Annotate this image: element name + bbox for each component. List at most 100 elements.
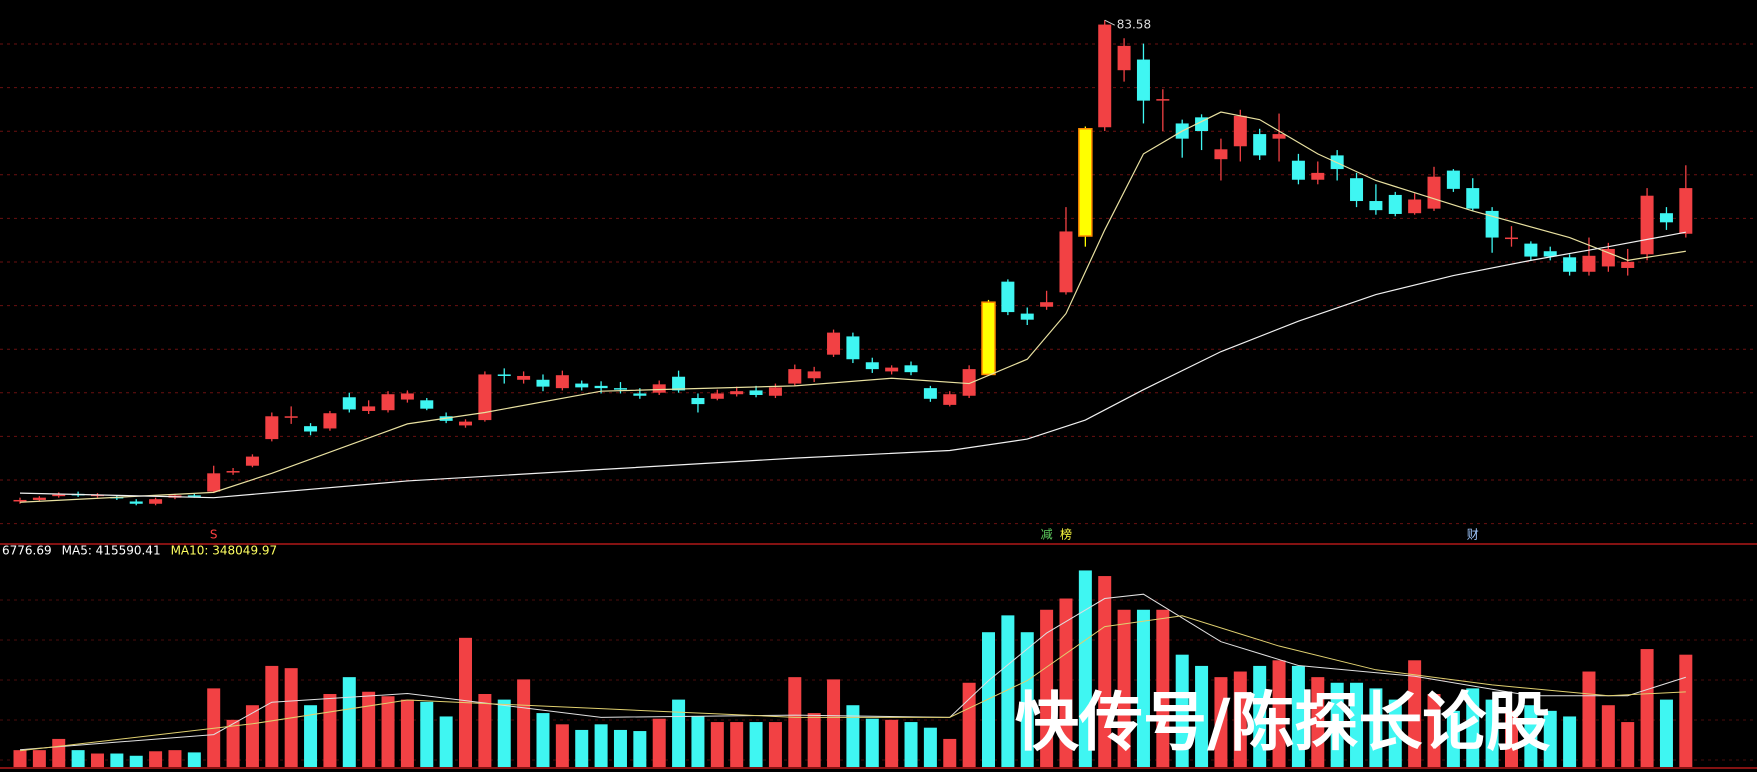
candle-body [1136, 59, 1150, 101]
volume-ma-line [19, 593, 1686, 751]
volume-bar [1195, 665, 1209, 767]
volume-bar [1485, 699, 1499, 767]
volume-bar [1446, 710, 1460, 767]
candle-body [1059, 231, 1073, 293]
candle-body [478, 374, 492, 421]
candle-body [149, 499, 163, 504]
candle-body [517, 375, 531, 380]
candle-body [1020, 313, 1034, 320]
volume-bar [1059, 598, 1073, 767]
volume-bar [594, 724, 608, 767]
candle-body [1446, 170, 1460, 189]
volume-bar [1601, 705, 1615, 767]
volume-bar [52, 738, 66, 767]
volume-bar [245, 705, 259, 767]
candle-body [1350, 178, 1364, 202]
candle-body [304, 426, 318, 432]
candle-body [32, 497, 46, 500]
volume-ma-line [19, 615, 1686, 752]
candle-body [1504, 237, 1518, 240]
volume-bar [1117, 609, 1131, 767]
ma-line [19, 111, 1686, 503]
candle-body [1582, 255, 1596, 272]
ma-line [19, 231, 1686, 499]
volume-bar [1233, 671, 1247, 767]
candle-body [943, 394, 957, 405]
candle-body [1543, 251, 1557, 257]
volume-bar [207, 688, 221, 767]
candle-body [1427, 176, 1441, 209]
volume-bar [710, 722, 724, 767]
volume-bar [1408, 660, 1422, 767]
candle-body [827, 332, 841, 355]
candle-body [52, 494, 66, 497]
volume-header: MA10: 348049.97 [171, 544, 278, 558]
volume-bar [226, 719, 240, 767]
volume-bar [865, 718, 879, 767]
volume-bar [1078, 570, 1092, 767]
volume-bar [827, 679, 841, 767]
volume-bar [439, 716, 453, 767]
candle-body [226, 471, 240, 473]
volume-bar [1040, 609, 1054, 767]
candle-body [420, 400, 434, 409]
volume-bar [885, 719, 899, 767]
candle-body [865, 362, 879, 370]
volume-bar [1214, 677, 1228, 767]
volume-bar [1311, 677, 1325, 767]
candle-body [1563, 257, 1577, 272]
annotation-pointer [1104, 19, 1115, 26]
candle-body [323, 413, 337, 429]
volume-bar [1350, 682, 1364, 767]
watermark: 快传号/陈探长论股 [1015, 687, 1550, 761]
candle-body [1621, 261, 1635, 268]
candle-body [613, 388, 627, 390]
candle-body [1272, 134, 1286, 139]
volume-bar [187, 752, 201, 767]
volume-bar [1369, 688, 1383, 767]
max-annotation: 83.58 [1117, 18, 1151, 32]
volume-bar [420, 701, 434, 767]
candle-body [1679, 188, 1693, 234]
volume-bar [1156, 609, 1170, 767]
volume-bar [904, 722, 918, 767]
candle-body [1253, 134, 1267, 156]
volume-bar [768, 722, 782, 767]
volume-bar [555, 724, 569, 767]
candle-body [846, 336, 860, 360]
volume-bar [807, 713, 821, 767]
volume-header: MA5: 415590.41 [62, 544, 161, 558]
candle-body [633, 393, 647, 396]
candle-body [1524, 243, 1538, 257]
candle-body [245, 456, 259, 466]
volume-bar [1504, 710, 1518, 767]
volume-bar [1427, 693, 1441, 767]
volume-bar [1582, 671, 1596, 767]
volume-bar [1563, 716, 1577, 767]
event-marker: 榜 [1060, 527, 1072, 542]
candle-body [1001, 281, 1015, 313]
candle-body [1291, 160, 1305, 180]
volume-bar [652, 718, 666, 767]
volume-bar [1640, 649, 1654, 767]
candle-body [768, 387, 782, 396]
candle-body [1195, 117, 1209, 132]
candle-body [1040, 302, 1054, 307]
volume-bar [1136, 609, 1150, 767]
volume-bar [32, 750, 46, 767]
candle-body [1233, 115, 1247, 147]
candle-body [575, 383, 589, 388]
candle-body [981, 301, 996, 376]
candle-body [1098, 24, 1112, 128]
candle-body [555, 375, 569, 389]
candle-body [904, 365, 918, 373]
candle-body [342, 397, 356, 410]
candle-body [1659, 213, 1673, 223]
candle-body [1408, 199, 1422, 214]
candle-body [187, 495, 201, 497]
candle-body [1117, 45, 1131, 71]
volume-bar [90, 753, 104, 767]
event-marker: 财 [1467, 528, 1479, 542]
volume-bar [1291, 665, 1305, 767]
volume-bar [962, 682, 976, 767]
